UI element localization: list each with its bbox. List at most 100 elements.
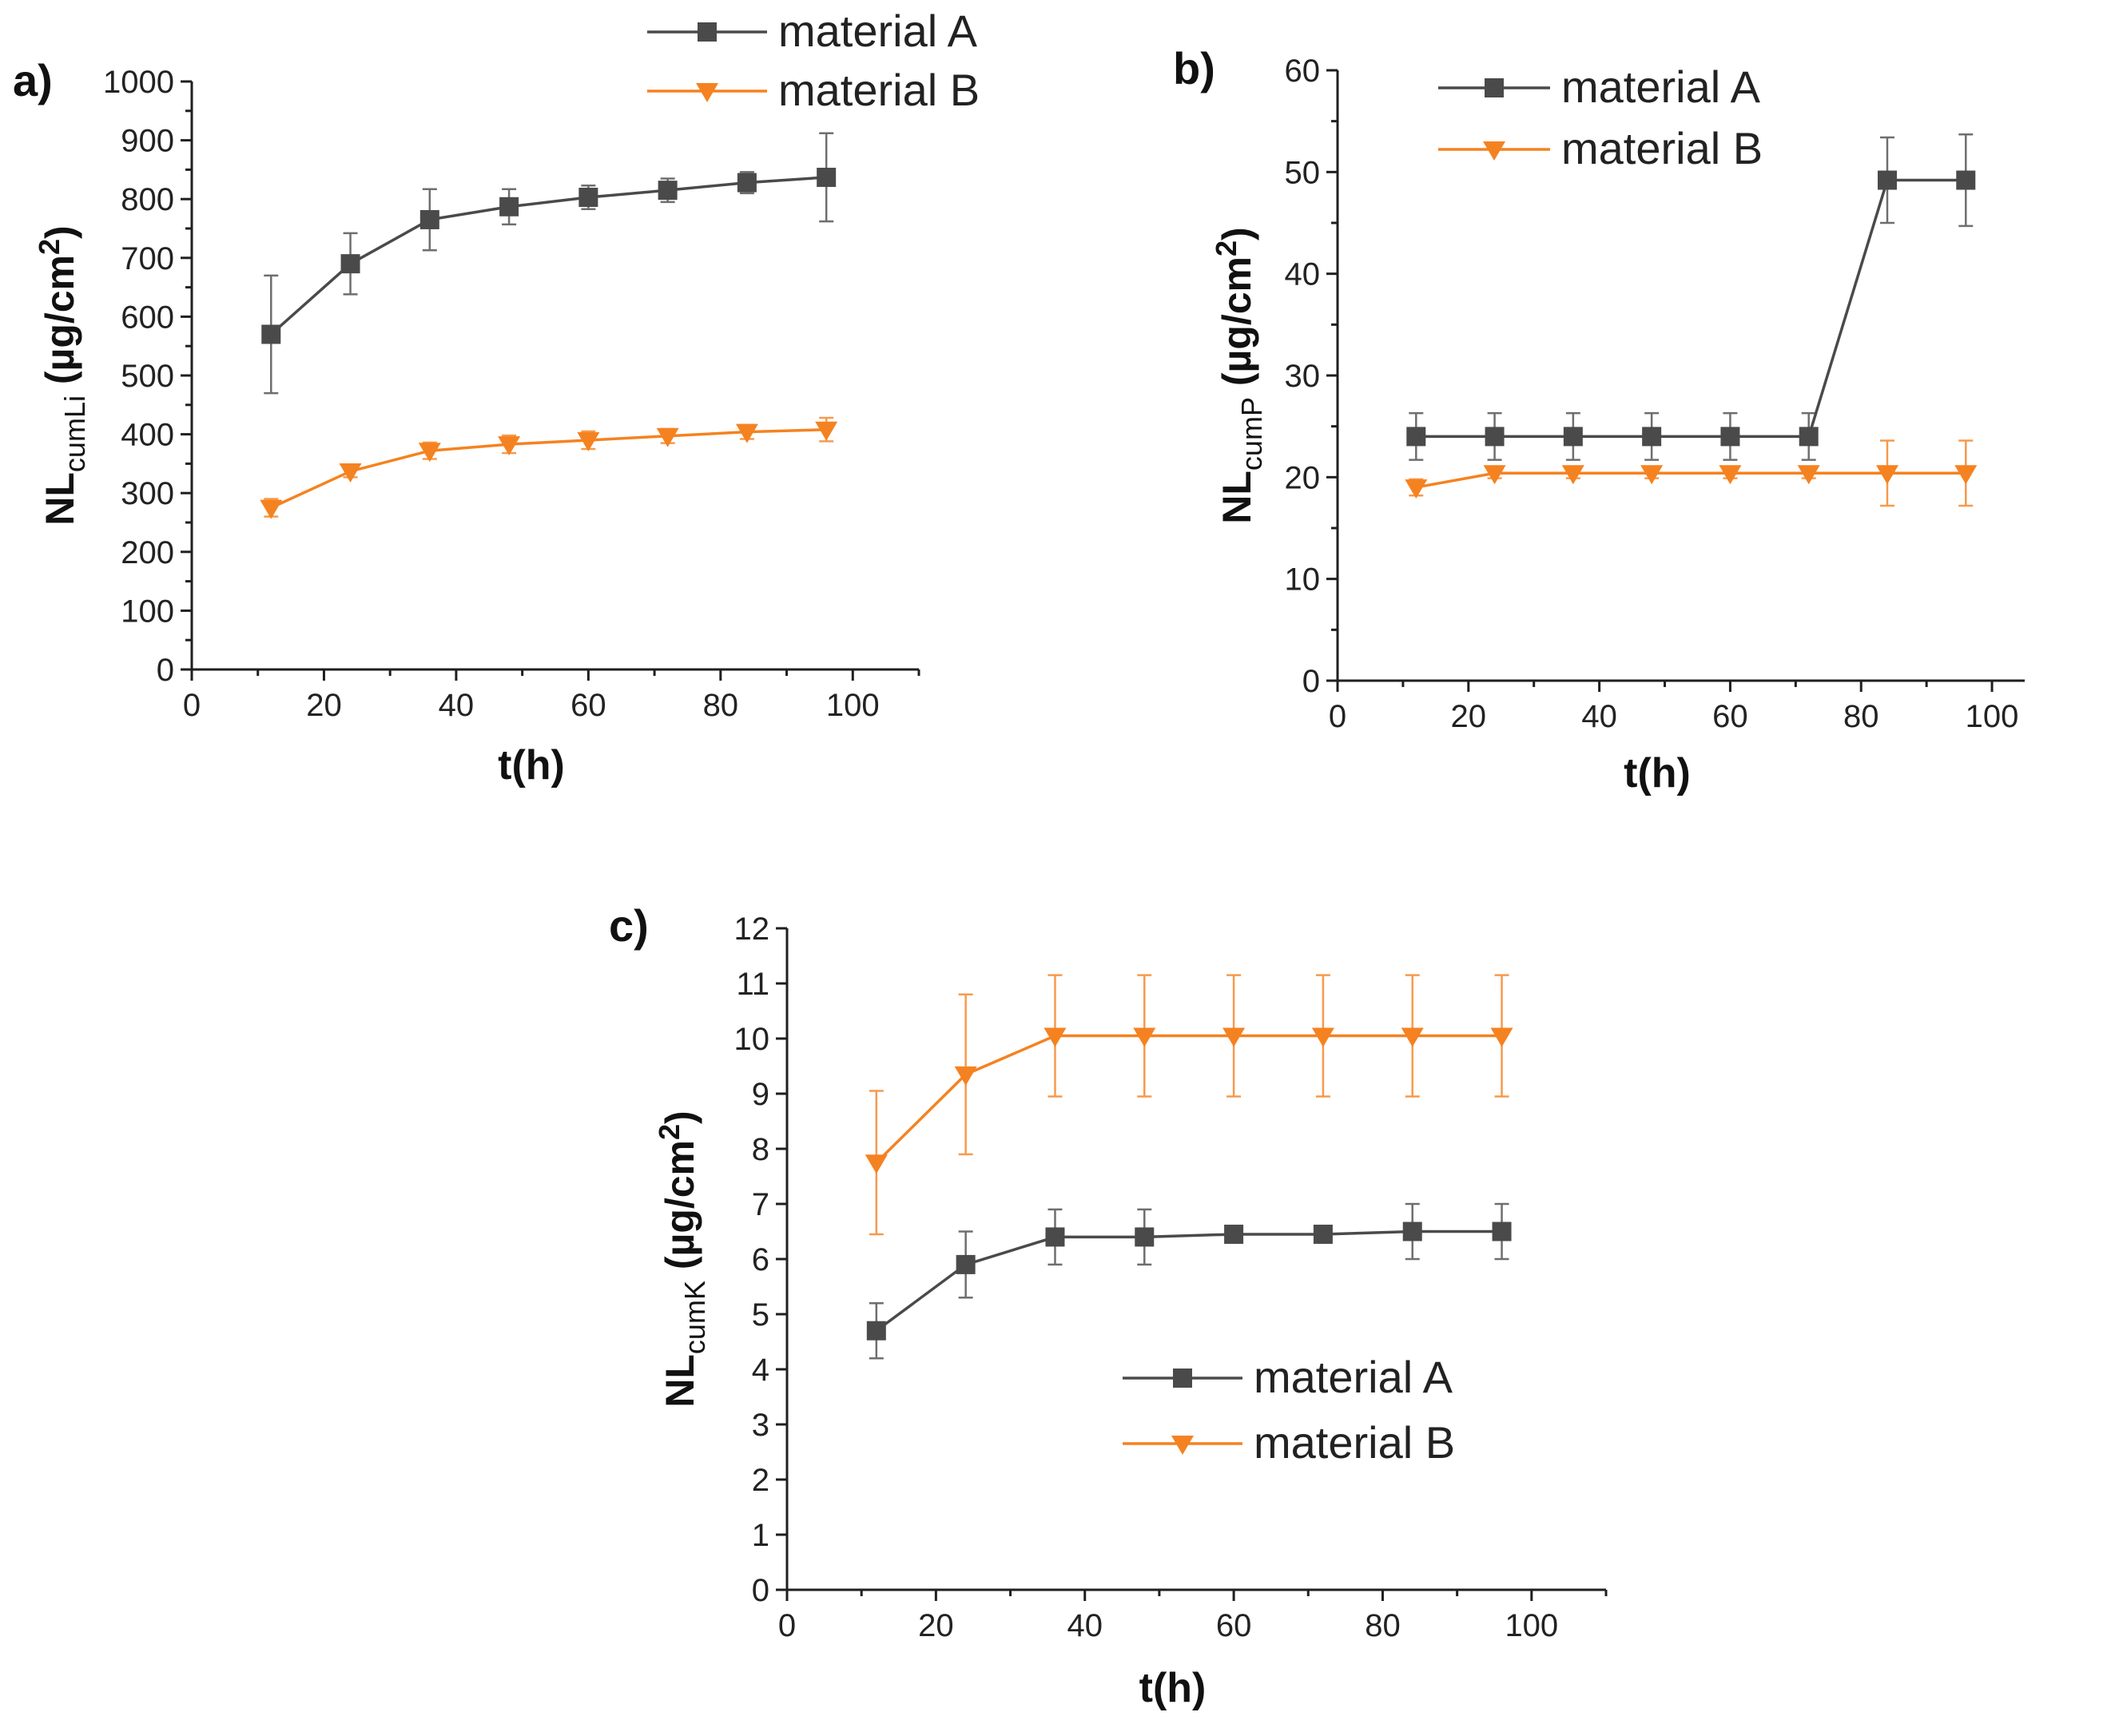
data-point [735, 423, 758, 443]
y-tick-label: 500 [121, 359, 174, 394]
y-tick-label: 600 [121, 300, 174, 335]
legend: material A material B [1123, 1352, 1455, 1468]
y-tick-label: 4 [752, 1353, 769, 1388]
series-material-b [1405, 439, 1978, 507]
legend-label: material B [1561, 123, 1763, 173]
legend-marker [698, 22, 717, 42]
y-tick-label: 50 [1285, 155, 1321, 190]
series-material-a [866, 1202, 1512, 1360]
series-line [1416, 178, 1966, 439]
data-point [498, 436, 521, 456]
data-point [1492, 1222, 1512, 1241]
y-tick-label: 30 [1285, 359, 1321, 394]
series-line [270, 427, 827, 510]
y-tick-label: 60 [1285, 54, 1321, 89]
data-point [817, 167, 837, 187]
data-point [954, 1066, 977, 1086]
y-tick-label: 3 [752, 1408, 769, 1443]
data-point [1956, 170, 1976, 190]
data-point [1490, 1027, 1513, 1047]
data-point [866, 1321, 886, 1341]
data-point [956, 1254, 976, 1274]
series-material-a [1406, 133, 1976, 461]
data-point [1797, 465, 1820, 485]
series-material-a [261, 132, 837, 395]
x-tick-label: 60 [1216, 1608, 1252, 1643]
y-tick-label: 0 [1302, 664, 1320, 699]
y-label-sup: 2 [1210, 240, 1242, 256]
legend-label: material A [1254, 1352, 1453, 1402]
y-tick-label: 1000 [103, 65, 174, 100]
y-label-unit: (µg/cm [38, 255, 82, 395]
y-tick-label: 20 [1285, 460, 1321, 495]
data-point [419, 209, 439, 229]
legend-label: material A [778, 6, 978, 56]
x-axis-label: t(h) [498, 742, 565, 789]
data-point [1045, 1227, 1065, 1247]
x-tick-label: 100 [826, 688, 880, 723]
chart-panel-a: a)0 20 40 60 80 10001002003004005006007008009… [13, 6, 980, 789]
data-point [1878, 170, 1897, 190]
legend-marker [1171, 1436, 1194, 1455]
x-tick-label: 40 [439, 688, 475, 723]
y-tick-label: 8 [752, 1132, 769, 1167]
legend: material A material B [1438, 62, 1763, 173]
legend-marker [1483, 141, 1505, 161]
y-tick-label: 11 [736, 967, 769, 1002]
y-tick-label: 6 [752, 1242, 769, 1277]
data-point [737, 173, 757, 193]
series-line [270, 176, 827, 336]
legend-marker [1173, 1369, 1192, 1388]
x-tick-label: 60 [570, 688, 606, 723]
y-label-unit: (µg/cm [1215, 256, 1259, 397]
data-point [1311, 1027, 1334, 1047]
data-point [1405, 479, 1428, 499]
x-tick-label: 0 [1329, 699, 1346, 734]
data-point [1642, 427, 1662, 447]
data-point [1224, 1224, 1244, 1244]
legend-label: material A [1561, 62, 1761, 112]
x-axis-label: t(h) [1139, 1665, 1207, 1711]
y-label-main: NL [658, 1354, 702, 1408]
y-tick-label: 900 [121, 124, 174, 159]
data-point [1135, 1227, 1155, 1247]
data-point [1561, 465, 1584, 485]
y-tick-label: 10 [734, 1022, 770, 1057]
x-tick-label: 40 [1067, 1608, 1103, 1643]
panel-letter: a) [13, 55, 53, 105]
y-tick-label: 300 [121, 476, 174, 511]
y-tick-label: 0 [157, 653, 174, 688]
x-tick-label: 80 [703, 688, 739, 723]
y-axis-label: NLcumK (µg/cm2) [653, 1110, 711, 1407]
x-tick-label: 20 [306, 688, 342, 723]
x-axis-label: t(h) [1624, 750, 1691, 796]
x-tick-label: 0 [778, 1608, 796, 1643]
data-point [1222, 1027, 1246, 1047]
x-tick-label: 80 [1365, 1608, 1401, 1643]
y-label-sub: cumK [678, 1281, 711, 1354]
y-label-unit: (µg/cm [658, 1140, 702, 1281]
data-point [1719, 465, 1742, 485]
data-point [1133, 1027, 1156, 1047]
data-point [865, 1154, 888, 1174]
y-label-sup: 2 [653, 1124, 686, 1140]
x-tick-label: 20 [1451, 699, 1487, 734]
series-line [1415, 471, 1966, 489]
legend-label: material B [778, 65, 980, 115]
data-point [1640, 465, 1664, 485]
data-point [1401, 1027, 1424, 1047]
data-point [815, 421, 838, 441]
x-tick-label: 20 [918, 1608, 954, 1643]
panel-letter: b) [1173, 43, 1215, 93]
y-label-close: ) [38, 225, 82, 239]
series-line [875, 1230, 1502, 1333]
series-line [875, 1034, 1502, 1164]
data-point [1720, 427, 1740, 447]
data-point [1406, 427, 1426, 447]
legend: material A material B [647, 6, 980, 115]
y-label-main: NL [1215, 471, 1259, 524]
y-label-close: ) [1215, 227, 1259, 240]
data-point [1876, 465, 1898, 485]
y-tick-label: 0 [752, 1573, 769, 1608]
